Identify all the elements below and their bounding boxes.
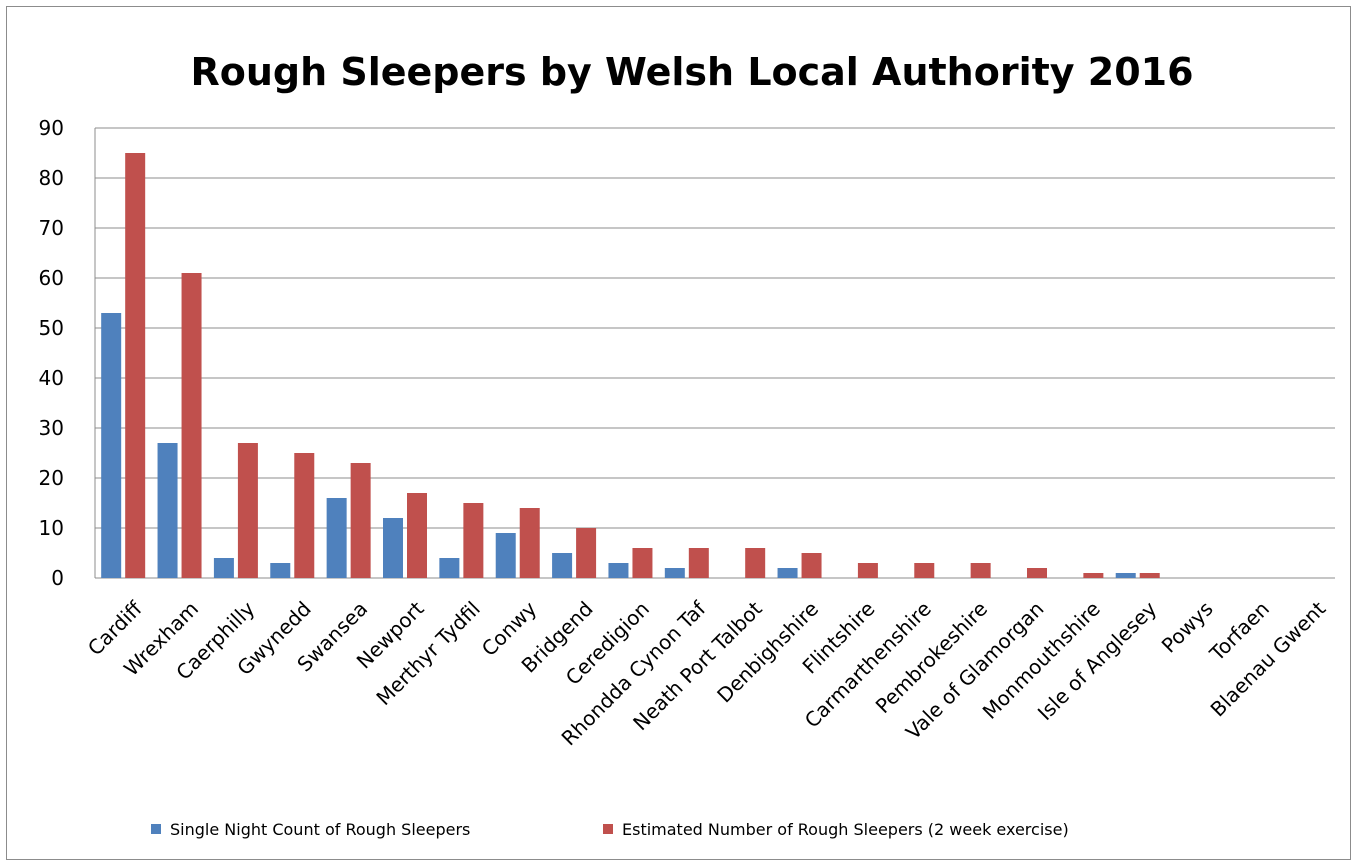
bar-series-1-newport xyxy=(383,518,403,578)
bar-series-1-swansea xyxy=(326,498,347,578)
bar-series-2-wrexham xyxy=(181,273,202,578)
bar-series-1-caerphilly xyxy=(213,558,234,578)
y-tick-label: 10 xyxy=(39,516,64,540)
bar-series-2-rhondda-cynon-taf xyxy=(688,548,709,578)
chart-svg: Rough Sleepers by Welsh Local Authority … xyxy=(39,50,1335,839)
bar-series-1-ceredigion xyxy=(608,563,629,578)
bar-series-2-denbighshire xyxy=(801,553,822,578)
bar-series-1-gwynedd xyxy=(270,563,291,578)
bar-series-2-conwy xyxy=(519,508,540,578)
bar-series-2-cardiff xyxy=(125,153,146,578)
bar-series-2-ceredigion xyxy=(632,548,653,578)
bar-series-2-merthyr-tydfil xyxy=(463,503,484,578)
bar-series-1-merthyr-tydfil xyxy=(439,558,460,578)
chart-title: Rough Sleepers by Welsh Local Authority … xyxy=(190,50,1193,94)
bar-series-1-conwy xyxy=(495,533,516,578)
chart-frame: Rough Sleepers by Welsh Local Authority … xyxy=(6,6,1351,860)
bar-series-2-caerphilly xyxy=(237,443,258,578)
legend-label: Estimated Number of Rough Sleepers (2 we… xyxy=(622,820,1069,839)
y-tick-label: 0 xyxy=(51,566,64,590)
bar-layer xyxy=(101,153,1160,578)
legend-label: Single Night Count of Rough Sleepers xyxy=(170,820,470,839)
legend-swatch xyxy=(151,824,161,834)
bar-series-2-flintshire xyxy=(857,563,878,578)
bar-series-2-newport xyxy=(407,493,427,578)
legend-swatch xyxy=(603,824,613,834)
bar-series-2-carmarthenshire xyxy=(914,563,935,578)
y-tick-label: 90 xyxy=(39,116,64,140)
x-axis-category-labels: CardiffWrexhamCaerphillyGwyneddSwanseaNe… xyxy=(83,596,1330,751)
y-tick-label: 80 xyxy=(39,166,64,190)
y-axis-tick-labels: 0 10 20 30 40 50 60 70 80 90 xyxy=(39,116,64,590)
bar-series-1-wrexham xyxy=(157,443,178,578)
legend: Single Night Count of Rough Sleepers Esti… xyxy=(151,820,1069,839)
y-tick-label: 50 xyxy=(39,316,64,340)
y-tick-label: 20 xyxy=(39,466,64,490)
y-tick-label: 70 xyxy=(39,216,64,240)
bar-series-2-vale-of-glamorgan xyxy=(1027,568,1047,578)
bar-series-2-monmouthshire xyxy=(1083,573,1104,578)
y-tick-label: 40 xyxy=(39,366,64,390)
bar-series-2-gwynedd xyxy=(294,453,315,578)
bar-series-2-bridgend xyxy=(576,528,597,578)
y-tick-label: 30 xyxy=(39,416,64,440)
bar-series-1-cardiff xyxy=(101,313,122,578)
bar-series-1-rhondda-cynon-taf xyxy=(664,568,685,578)
y-tick-label: 60 xyxy=(39,266,64,290)
bar-series-2-neath-port-talbot xyxy=(745,548,766,578)
bar-series-2-pembrokeshire xyxy=(970,563,991,578)
bar-series-2-swansea xyxy=(350,463,371,578)
bar-series-2-isle-of-anglesey xyxy=(1139,573,1160,578)
bar-series-1-bridgend xyxy=(552,553,573,578)
bar-series-1-denbighshire xyxy=(777,568,798,578)
grid-layer xyxy=(94,127,1335,579)
bar-series-1-isle-of-anglesey xyxy=(1115,573,1136,578)
